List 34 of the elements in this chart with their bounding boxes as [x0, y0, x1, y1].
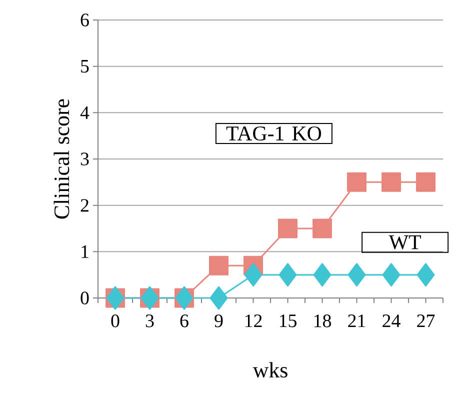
- point: [348, 263, 366, 287]
- x-tick-label: 15: [280, 314, 296, 328]
- y-tick-label: 0: [80, 292, 89, 304]
- point: [278, 263, 297, 287]
- x-tick-label: 18: [314, 314, 331, 328]
- point: [278, 218, 298, 238]
- x-tick-label: 9: [214, 314, 223, 328]
- y-tick-label: 1: [82, 245, 88, 258]
- x-tick-label: 0: [111, 314, 120, 328]
- point: [382, 263, 400, 287]
- x-tick-label: 6: [180, 314, 188, 328]
- y-tick-label: 3: [80, 152, 89, 166]
- x-tick-label: 3: [146, 314, 154, 328]
- series-label: WT: [388, 235, 421, 250]
- point: [416, 172, 436, 192]
- y-axis-title: Clinical score: [54, 99, 70, 219]
- point: [210, 286, 228, 310]
- x-tick-label: 21: [348, 314, 366, 328]
- point: [313, 263, 332, 287]
- x-tick-label: 27: [417, 314, 435, 328]
- point: [312, 218, 332, 238]
- point: [347, 172, 367, 192]
- y-tick-label: 2: [80, 199, 88, 212]
- text: TAG-1 KO: [226, 126, 322, 141]
- y-tick-label: 4: [80, 106, 90, 119]
- point: [416, 263, 435, 287]
- point: [209, 256, 229, 276]
- point: [244, 263, 262, 287]
- y-tick-label: 6: [80, 14, 89, 26]
- point: [382, 172, 402, 192]
- y-tick-label: 5: [81, 60, 89, 73]
- x-axis-title: wks: [252, 362, 288, 378]
- x-tick-label: 24: [382, 314, 400, 328]
- x-tick-label: 12: [245, 314, 262, 328]
